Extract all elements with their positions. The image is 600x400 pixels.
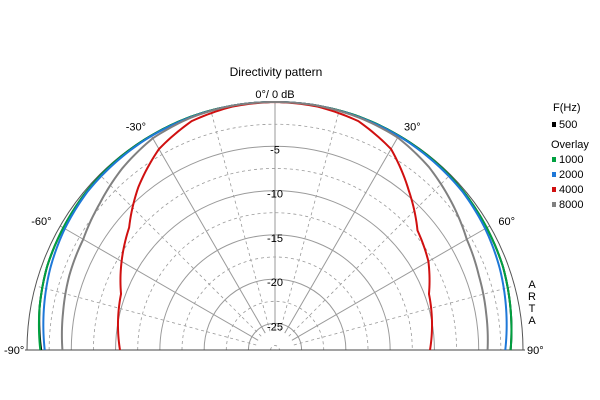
grid-radial-line <box>284 134 400 334</box>
grid-circle-minor <box>270 345 280 351</box>
radial-label: -15 <box>267 233 283 245</box>
angle-label: -60° <box>31 216 51 228</box>
legend-overlay-label: Overlay <box>551 139 589 151</box>
angle-label: -30° <box>126 122 146 134</box>
legend-label: 1000 <box>559 154 583 166</box>
angle-label: -90° <box>4 345 24 357</box>
series-layer <box>37 100 513 351</box>
grid-radial-line <box>35 285 257 346</box>
angle-label: 90° <box>527 345 544 357</box>
angle-label: 30° <box>404 122 421 134</box>
grid-radial-line <box>291 225 491 341</box>
radial-label: -10 <box>267 189 283 201</box>
series-line-8000 <box>60 100 489 351</box>
grid-radial-line <box>99 174 262 337</box>
watermark-letter: A <box>528 315 536 327</box>
angle-label: 60° <box>498 216 515 228</box>
grid-radial-line <box>288 174 451 337</box>
chart-title: Directivity pattern <box>230 65 323 79</box>
radial-label: -5 <box>270 144 280 156</box>
legend-main: 500 <box>552 119 577 131</box>
legend-swatch <box>552 187 556 192</box>
grid-radial-line <box>279 110 340 332</box>
grid-radial-line <box>293 285 515 346</box>
watermark-letter: A <box>528 279 536 291</box>
legend-label: 4000 <box>559 184 583 196</box>
grid-radial-line <box>59 225 259 341</box>
grid-circle-minor <box>93 168 457 351</box>
legend-label: 2000 <box>559 169 583 181</box>
polar-grid <box>25 101 525 351</box>
legend-swatch <box>552 122 556 127</box>
legend-label: 500 <box>559 119 577 131</box>
grid-radial-line <box>210 110 271 332</box>
watermark-letter: T <box>529 303 536 315</box>
radial-unit-label: 0°/ 0 dB <box>255 89 294 101</box>
labels-layer: -5 -10 -15 -20 -25 0°/ 0 dB -90° -60° -30° 30° 60°… <box>4 89 544 357</box>
watermark-letter: R <box>528 291 536 303</box>
radial-label: -20 <box>267 277 283 289</box>
legend-swatch <box>552 157 556 162</box>
legend-swatch <box>552 202 556 207</box>
grid-radial-line <box>150 134 266 334</box>
legend: F(Hz) 500 Overlay 1000 2000 4000 8000 <box>551 102 589 211</box>
legend-title: F(Hz) <box>553 102 581 114</box>
legend-label: 8000 <box>559 199 583 211</box>
radial-label: -25 <box>267 321 283 333</box>
legend-swatch <box>552 172 556 177</box>
legend-overlay: 1000 2000 4000 8000 <box>552 154 583 211</box>
